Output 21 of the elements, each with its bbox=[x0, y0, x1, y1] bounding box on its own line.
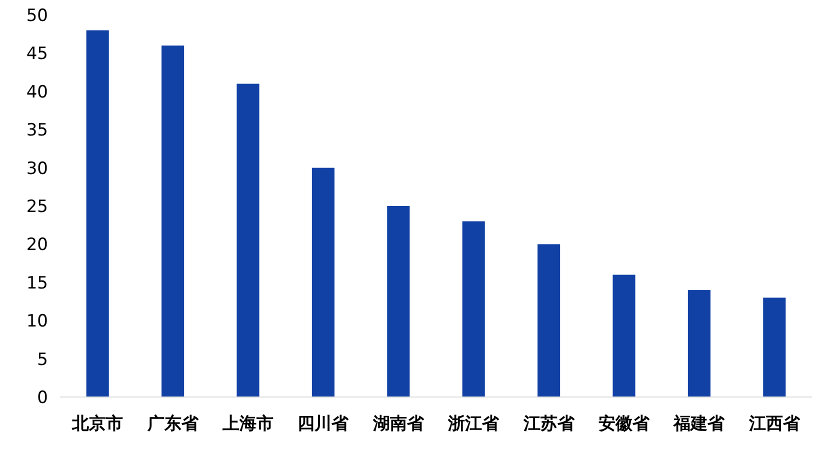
y-tick-label: 50 bbox=[26, 6, 48, 26]
x-tick-label: 四川省 bbox=[298, 414, 350, 434]
x-tick-label: 湖南省 bbox=[372, 414, 425, 434]
y-tick-label: 15 bbox=[26, 273, 48, 294]
x-tick-label: 上海市 bbox=[222, 414, 274, 434]
x-tick-label: 安徽省 bbox=[598, 414, 650, 434]
y-tick-label: 30 bbox=[26, 158, 48, 179]
y-tick-label: 0 bbox=[37, 388, 48, 408]
y-tick-label: 45 bbox=[26, 44, 48, 64]
x-tick-label: 广东省 bbox=[146, 414, 200, 434]
y-tick-label: 10 bbox=[26, 312, 48, 332]
y-tick-label: 25 bbox=[26, 197, 48, 217]
y-tick-label: 40 bbox=[26, 82, 48, 102]
x-tick-label: 江苏省 bbox=[522, 414, 576, 434]
x-tick-label: 浙江省 bbox=[447, 414, 500, 434]
y-tick-label: 5 bbox=[37, 350, 48, 370]
x-tick-label: 福建省 bbox=[672, 414, 726, 434]
y-tick-label: 35 bbox=[26, 120, 48, 141]
x-tick-label: 北京市 bbox=[71, 414, 124, 434]
y-tick-label: 20 bbox=[26, 235, 48, 256]
x-tick-label: 江西省 bbox=[748, 414, 801, 434]
